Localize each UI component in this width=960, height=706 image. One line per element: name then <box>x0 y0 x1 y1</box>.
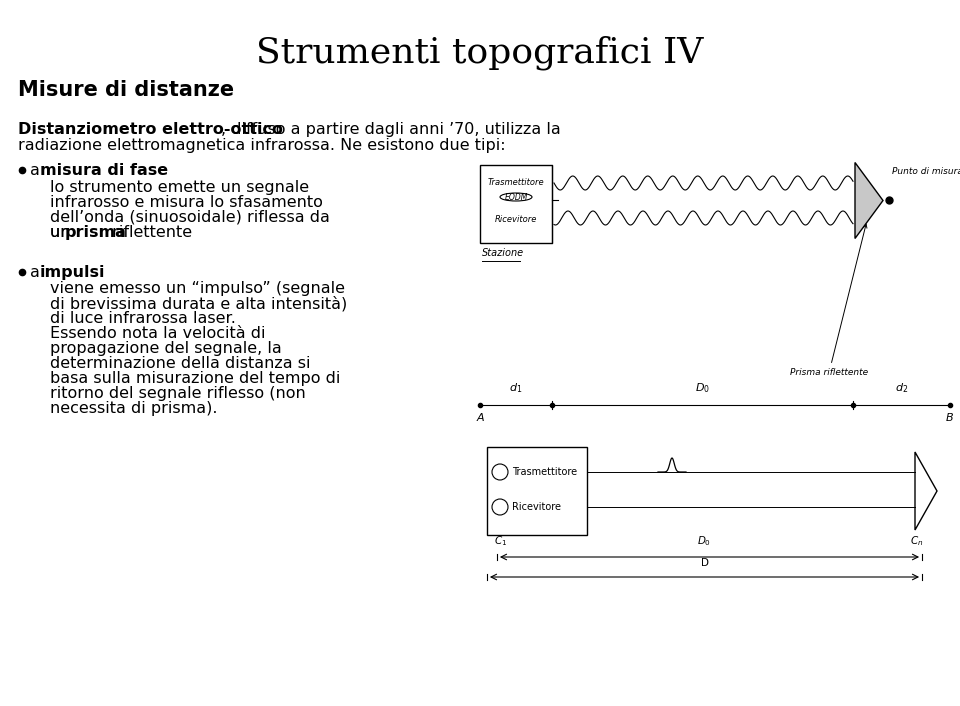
Text: un: un <box>50 225 76 240</box>
Text: determinazione della distanza si: determinazione della distanza si <box>50 356 310 371</box>
Text: Trasmettitore: Trasmettitore <box>512 467 577 477</box>
Text: $d_2$: $d_2$ <box>895 381 908 395</box>
Text: di luce infrarossa laser.: di luce infrarossa laser. <box>50 311 236 326</box>
Text: Misure di distanze: Misure di distanze <box>18 80 234 100</box>
Text: necessita di prisma).: necessita di prisma). <box>50 401 218 416</box>
Text: Prisma riflettente: Prisma riflettente <box>790 225 868 377</box>
Polygon shape <box>915 452 937 530</box>
Text: prisma: prisma <box>65 225 127 240</box>
Text: B: B <box>947 413 954 423</box>
Ellipse shape <box>492 464 508 480</box>
Text: , diffuso a partire dagli anni ’70, utilizza la: , diffuso a partire dagli anni ’70, util… <box>221 122 561 137</box>
Text: misura di fase: misura di fase <box>40 163 168 178</box>
Text: lo strumento emette un segnale: lo strumento emette un segnale <box>50 180 309 195</box>
Text: dell’onda (sinuosoidale) riflessa da: dell’onda (sinuosoidale) riflessa da <box>50 210 330 225</box>
Text: EODM: EODM <box>504 193 528 201</box>
Text: Distanziometro elettro-ottico: Distanziometro elettro-ottico <box>18 122 283 137</box>
Text: Ricevitore: Ricevitore <box>494 215 538 224</box>
Text: $C_1$: $C_1$ <box>494 534 508 548</box>
Text: infrarosso e misura lo sfasamento: infrarosso e misura lo sfasamento <box>50 195 323 210</box>
Bar <box>487 447 587 535</box>
Text: Punto di misura: Punto di misura <box>892 167 960 176</box>
Text: Strumenti topografici IV: Strumenti topografici IV <box>256 35 704 69</box>
Text: di brevissima durata e alta intensità): di brevissima durata e alta intensità) <box>50 296 348 311</box>
Text: $D_0$: $D_0$ <box>698 534 711 548</box>
Text: propagazione del segnale, la: propagazione del segnale, la <box>50 341 281 356</box>
Text: $D_0$: $D_0$ <box>695 381 710 395</box>
Text: riflettente: riflettente <box>107 225 192 240</box>
Text: Ricevitore: Ricevitore <box>512 502 561 512</box>
Text: a: a <box>30 163 45 178</box>
Text: a: a <box>30 265 45 280</box>
Ellipse shape <box>492 499 508 515</box>
Bar <box>480 165 552 243</box>
Text: impulsi: impulsi <box>40 265 106 280</box>
Polygon shape <box>855 162 883 239</box>
Text: ritorno del segnale riflesso (non: ritorno del segnale riflesso (non <box>50 386 305 401</box>
Text: Stazione: Stazione <box>482 248 524 258</box>
Text: un: un <box>50 225 76 240</box>
Text: A: A <box>476 413 484 423</box>
Text: Trasmettitore: Trasmettitore <box>488 178 544 187</box>
Text: basa sulla misurazione del tempo di: basa sulla misurazione del tempo di <box>50 371 341 386</box>
Text: $d_1$: $d_1$ <box>510 381 522 395</box>
Text: Essendo nota la velocità di: Essendo nota la velocità di <box>50 326 266 341</box>
Text: D: D <box>701 558 708 568</box>
Ellipse shape <box>500 193 532 201</box>
Text: $C_n$: $C_n$ <box>910 534 924 548</box>
Text: radiazione elettromagnetica infrarossa. Ne esistono due tipi:: radiazione elettromagnetica infrarossa. … <box>18 138 506 153</box>
Text: viene emesso un “impulso” (segnale: viene emesso un “impulso” (segnale <box>50 281 345 296</box>
